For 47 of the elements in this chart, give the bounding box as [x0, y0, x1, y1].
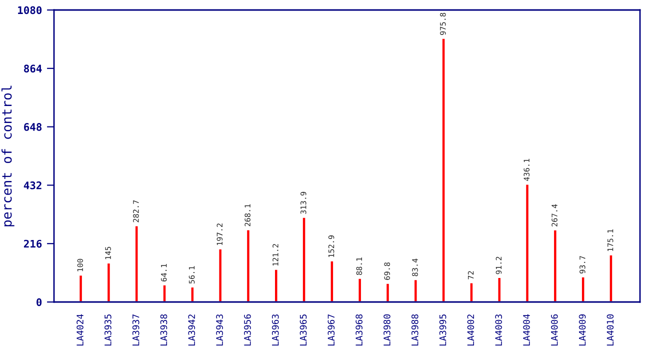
x-tick-label: LA4009: [578, 314, 586, 346]
bar: [302, 216, 307, 302]
bar: [106, 262, 112, 302]
bar: [385, 282, 390, 302]
y-tick-label: 432: [24, 181, 42, 190]
x-tick-label: LA3967: [328, 314, 335, 346]
x-tick-label: LA3938: [160, 314, 168, 346]
x-tick-label: LA3968: [356, 314, 362, 346]
x-tick-label: LA3935: [104, 314, 112, 346]
x-tick-label: LA4010: [606, 314, 614, 346]
bar: [468, 282, 474, 302]
bar: [524, 183, 530, 302]
x-tick-label: LA4006: [550, 314, 558, 346]
bar: [190, 286, 195, 302]
y-tick-label: 0: [36, 298, 42, 306]
bar: [134, 224, 140, 302]
y-tick-label: 216: [24, 240, 42, 248]
x-tick-label: LA3988: [411, 314, 418, 346]
y-tick-label: 864: [24, 64, 42, 73]
x-tick-label: LA3956: [244, 314, 251, 346]
x-tick-label: LA4024: [76, 314, 84, 346]
x-tick-label: LA4004: [523, 314, 530, 346]
x-tick-label: LA3980: [384, 314, 390, 346]
bar: [552, 229, 558, 302]
bar: [246, 228, 251, 302]
bar: [78, 274, 84, 302]
bar: [329, 260, 334, 302]
x-tick-label: LA3995: [439, 314, 446, 346]
x-tick-label: LA3943: [216, 314, 223, 346]
bar: [218, 248, 223, 302]
bar: [413, 278, 418, 302]
bar: [357, 277, 362, 302]
y-tick-label: 1080: [18, 6, 42, 14]
y-axis-title: percent of control: [1, 86, 14, 226]
bar: [274, 268, 279, 302]
x-tick-label: LA4003: [495, 314, 502, 346]
bar: [496, 276, 502, 302]
bar: [608, 254, 614, 302]
bar: [441, 37, 446, 302]
bar: [580, 276, 586, 302]
x-tick-label: LA3965: [300, 314, 307, 346]
y-tick-label: 648: [24, 123, 42, 131]
x-tick-label: LA3963: [272, 314, 279, 346]
bar: [162, 284, 168, 302]
x-tick-label: LA4002: [467, 314, 474, 346]
x-tick-label: LA3942: [188, 314, 196, 346]
x-tick-label: LA3937: [132, 314, 140, 346]
